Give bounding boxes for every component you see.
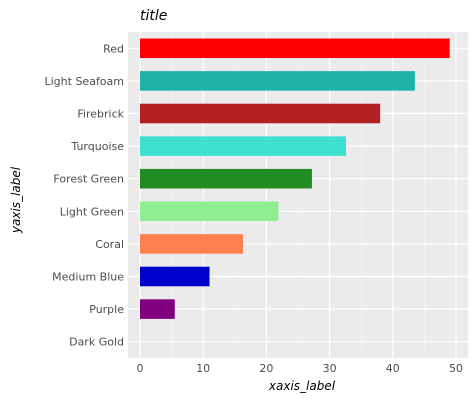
plot-area: Dark Gold Purple Medium Blue Coral Light Gre… bbox=[45, 32, 468, 375]
y-tick-label: Medium Blue bbox=[52, 271, 124, 284]
y-axis-label: yaxis_label bbox=[9, 166, 23, 234]
x-axis-label: xaxis_label bbox=[268, 379, 336, 393]
bar bbox=[140, 299, 175, 319]
x-tick-label: 30 bbox=[323, 362, 337, 375]
y-tick-label: Red bbox=[103, 42, 124, 55]
y-tick-label: Forest Green bbox=[53, 173, 124, 186]
x-tick-label: 20 bbox=[259, 362, 273, 375]
y-tick-label: Firebrick bbox=[77, 108, 124, 121]
bar bbox=[140, 136, 347, 156]
chart-title: title bbox=[140, 8, 167, 24]
y-tick-label: Turquoise bbox=[70, 140, 124, 153]
bar bbox=[140, 266, 210, 287]
y-tick-label: Coral bbox=[95, 238, 124, 251]
bar bbox=[140, 71, 415, 91]
bar bbox=[140, 168, 312, 189]
x-tick-label: 0 bbox=[137, 362, 144, 375]
x-tick-label: 10 bbox=[196, 362, 210, 375]
bar bbox=[140, 201, 279, 222]
y-tick-label: Dark Gold bbox=[69, 336, 124, 349]
bar bbox=[140, 103, 381, 124]
y-tick-label: Purple bbox=[89, 303, 124, 316]
bar bbox=[140, 38, 450, 59]
y-tick-label: Light Seafoam bbox=[45, 75, 125, 88]
x-tick-label: 40 bbox=[386, 362, 400, 375]
y-tick-label: Light Green bbox=[60, 205, 124, 218]
bar bbox=[140, 234, 244, 254]
x-tick-label: 50 bbox=[449, 362, 463, 375]
